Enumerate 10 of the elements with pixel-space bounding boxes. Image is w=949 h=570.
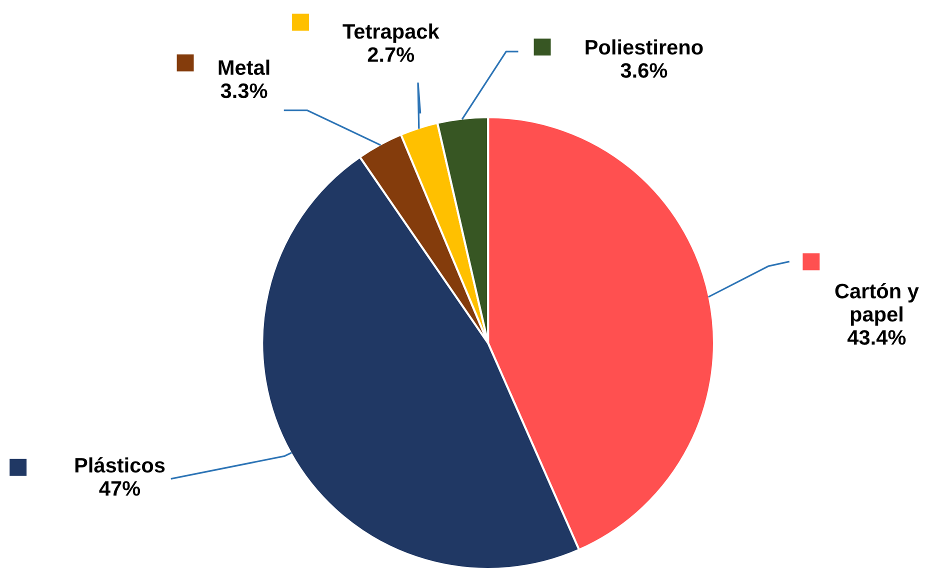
legend-label: Plásticos <box>75 457 165 473</box>
legend-label: Poliestireno <box>586 39 703 55</box>
legend-label: Metal <box>218 60 270 75</box>
data-label: 3.6% <box>620 63 668 78</box>
slice-label: Cartón y papel <box>835 282 919 326</box>
legend-label: Tetrapack <box>342 24 440 43</box>
data-label: 47% <box>99 481 140 496</box>
data-label: 3.3% <box>220 83 268 98</box>
data-label: 2.7% <box>368 47 414 62</box>
data-label: 43.4% <box>847 330 906 345</box>
